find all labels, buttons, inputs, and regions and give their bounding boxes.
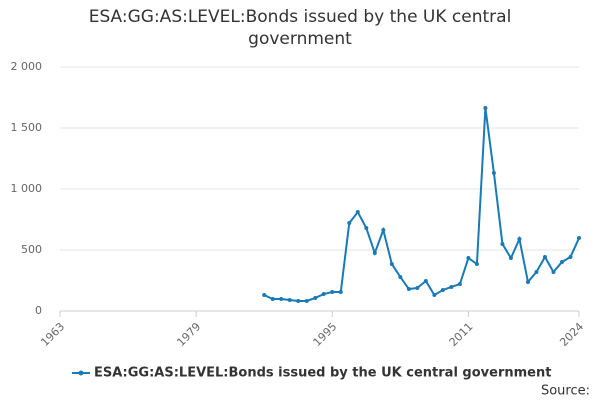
point (577, 236, 581, 241)
source: Source: (541, 384, 590, 399)
point (559, 259, 564, 264)
point (406, 287, 411, 292)
x-tick-label: 1995 (311, 320, 340, 349)
legend-text: ESA:GG:AS:LEVEL:Bonds issued by the UK c… (94, 366, 551, 381)
chart-title: ESA:GG:AS:LEVEL:Bonds issued by the UK c… (88, 7, 512, 49)
series-line (263, 107, 580, 302)
x-tick-label: 2024 (557, 320, 586, 349)
point (262, 293, 267, 298)
point (398, 274, 403, 279)
point (432, 293, 437, 298)
point (347, 221, 352, 226)
y-tick-label: 500 (21, 243, 42, 256)
point (474, 262, 479, 267)
point (296, 298, 301, 303)
point (517, 237, 522, 242)
x-tick-label: 1979 (174, 320, 203, 349)
point (389, 262, 394, 267)
point (423, 278, 428, 283)
point (440, 288, 445, 293)
point (483, 105, 488, 110)
y-tick-label: 0 (35, 304, 42, 317)
point (457, 282, 462, 287)
y-tick-label: 2 000 (11, 60, 43, 73)
point (338, 289, 343, 294)
legend-dot (78, 370, 84, 376)
point (381, 227, 386, 232)
point (287, 298, 292, 303)
point (568, 254, 573, 259)
point (466, 256, 471, 261)
point (525, 279, 530, 284)
point (364, 226, 369, 231)
point (313, 295, 318, 300)
point (551, 269, 556, 274)
point (508, 256, 513, 261)
point (491, 171, 496, 176)
point (304, 298, 309, 303)
y-tick-label: 1 500 (11, 121, 43, 134)
point (415, 285, 420, 290)
point (534, 269, 539, 274)
point (542, 254, 547, 259)
point (330, 289, 335, 294)
point (355, 210, 360, 215)
point (321, 292, 326, 297)
y-tick-label: 1 000 (11, 182, 43, 195)
point (449, 284, 454, 289)
point (500, 242, 505, 247)
point (372, 251, 377, 256)
x-tick-label: 1963 (38, 320, 67, 349)
point (270, 297, 275, 302)
x-tick-label: 2011 (447, 320, 476, 349)
point (279, 297, 284, 302)
